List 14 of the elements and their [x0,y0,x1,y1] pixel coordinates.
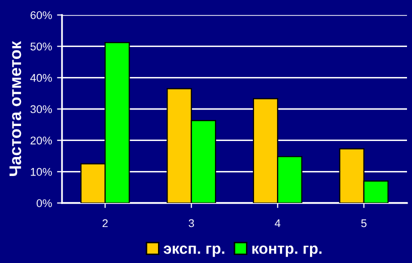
y-tick-label: 0% [36,199,52,208]
y-tick-label: 10% [30,168,52,176]
y-tick-label: 20% [30,136,52,144]
x-tick-label: 4 [274,219,280,228]
y-tick-label: 30% [30,105,52,114]
y-tick-label: 60% [30,11,52,20]
legend-label: контр. гр. [252,246,322,257]
y-tick-label: 40% [30,74,52,82]
x-tick-label: 3 [188,219,194,228]
y-axis-title: Частота отметок [10,41,22,176]
y-tick-label: 50% [30,42,52,50]
x-tick-label: 5 [361,219,366,228]
legend-label: эксп. гр. [164,246,224,257]
x-tick-label: 2 [102,219,108,228]
